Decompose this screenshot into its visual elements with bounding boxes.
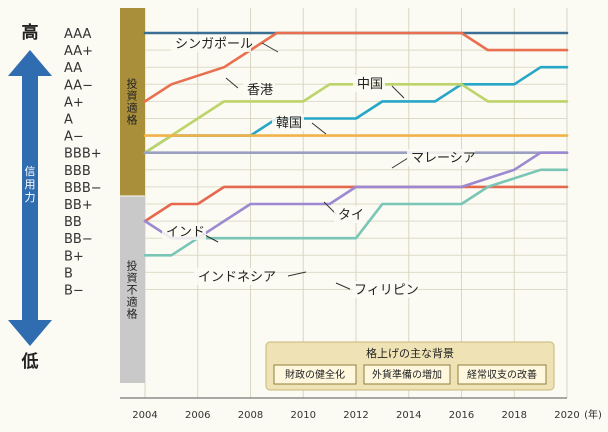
series-label-leader [335,282,353,291]
investment-grade-label: 投資適格 [127,77,138,127]
series-label-タイ: タイ [338,208,364,223]
year-tick-label: 2008 [238,410,263,421]
series-line-インド [143,185,569,223]
rating-tick-label: BB [64,215,82,230]
non-investment-grade-label: 投資不適格 [127,259,138,321]
rating-tick-label: B− [64,284,84,299]
series-label-leader [391,157,409,169]
series-label-フィリピン: フィリピン [354,283,419,298]
rating-tick-label: AA+ [64,44,93,59]
series-label-bg [194,268,274,285]
series-label-leader [311,122,327,135]
series-label-インドネシア: インドネシア [198,270,276,285]
series-label-bg [334,206,366,223]
series-label-中国: 中国 [357,77,383,92]
series-line-韓国 [143,83,569,154]
year-tick-label: 2012 [343,410,368,421]
series-label-bg [350,281,418,298]
non-investment-grade-band [120,196,145,383]
arrow-top-label: 高 [22,22,39,43]
rating-tick-label: BB+ [64,198,93,213]
arrow-up-head [8,50,52,76]
series-label-bg [407,149,475,166]
year-tick-label: 2004 [132,410,157,421]
legend-item-label: 経常収支の改善 [467,368,537,381]
rating-tick-label: AA [64,61,82,76]
legend-item-box [457,364,547,385]
rating-tick-label: AAA [64,27,92,42]
rating-tick-label: B+ [64,249,84,264]
rating-tick-label: AA− [64,78,93,93]
rating-tick-label: BB− [64,232,93,247]
series-line-フィリピン [143,168,569,257]
rating-tick-label: B [64,266,73,281]
legend-item-label: 外貨準備の増加 [372,368,442,381]
legend-item-label: 財政の健全化 [285,368,345,381]
rating-tick-label: A+ [64,95,84,110]
series-label-マレーシア: マレーシア [411,151,476,166]
arrow-down-head [8,320,52,346]
legend-item-box [363,364,451,385]
year-tick-label: 2016 [449,410,474,421]
year-axis-labels: 2004 2006 2008 2010 2012 2014 2016 2018 2020 (年) [132,408,602,421]
series-label-leader [391,85,405,99]
arrow-bottom-label: 低 [21,351,39,372]
year-tick-label: 2014 [396,410,421,421]
year-tick-label: 2006 [185,410,210,421]
arrow-middle-label: 信用力 [25,165,36,204]
rating-tick-label: A [64,113,73,128]
year-tick-label: 2018 [502,410,527,421]
series-label-bg [243,81,275,98]
year-unit-label: (年) [584,408,602,421]
series-label-leader [225,77,239,89]
legend-title: 格上げの主な背景 [366,346,454,360]
series-line-香港 [143,31,569,103]
series-label-韓国: 韓国 [276,116,302,131]
year-tick-label: 2020 [554,410,579,421]
series-label-bg [162,223,206,240]
series-label-シンガポール: シンガポール [175,37,253,52]
series-label-bg [272,114,304,131]
series-label-インド: インド [166,225,205,240]
arrow-shaft [22,64,38,332]
rating-tick-label: BBB− [64,181,102,196]
series-label-bg [353,75,385,92]
series-label-香港: 香港 [247,83,273,98]
series-label-bg [171,35,251,52]
legend-item-box [273,364,357,385]
investment-grade-band [120,8,145,196]
rating-tick-label: BBB+ [64,147,102,162]
rating-tick-label: A− [64,130,84,145]
rating-tick-label: BBB [64,164,91,179]
year-tick-label: 2010 [291,410,316,421]
series-label-leader [261,42,279,53]
series-label-leader [287,271,307,277]
